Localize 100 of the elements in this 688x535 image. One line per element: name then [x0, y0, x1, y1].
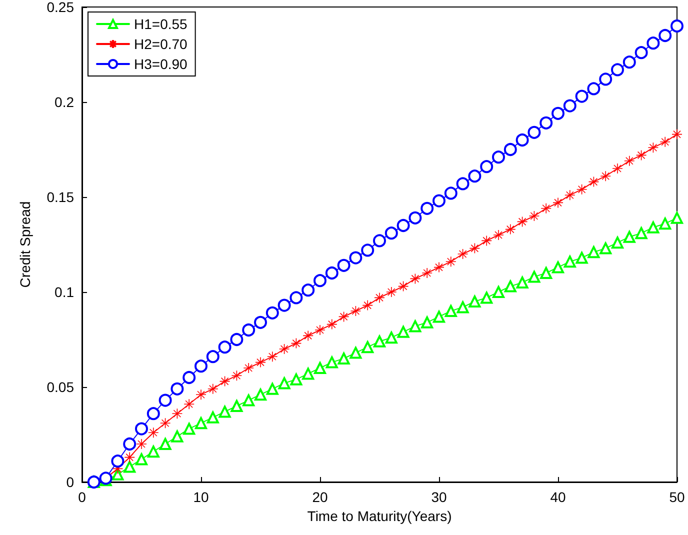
point [218, 340, 232, 354]
point [218, 406, 231, 418]
point [434, 262, 444, 273]
point [302, 368, 314, 380]
legend-label: H3=0.90 [134, 56, 188, 72]
point [576, 184, 588, 195]
point [646, 36, 660, 50]
point [481, 235, 492, 246]
point [326, 356, 338, 368]
x-tick-label: 20 [312, 489, 328, 505]
legend-label: H1=0.55 [134, 16, 188, 32]
point [195, 417, 207, 430]
point [194, 360, 208, 373]
x-tick-label: 50 [669, 489, 685, 505]
point [410, 273, 421, 284]
point [172, 408, 183, 419]
point [492, 150, 505, 164]
x-tick-label: 40 [550, 489, 566, 505]
point [384, 226, 398, 240]
point [635, 227, 648, 240]
point [660, 136, 670, 148]
point [374, 292, 385, 304]
y-tick-label: 0.25 [46, 0, 74, 15]
y-tick-label: 0.15 [46, 189, 74, 205]
point [623, 230, 636, 243]
point [278, 298, 291, 312]
point [230, 333, 244, 346]
point [123, 438, 136, 450]
point [670, 20, 684, 32]
point [170, 382, 184, 396]
point [409, 320, 422, 332]
point [206, 350, 220, 364]
point [135, 422, 148, 436]
point [552, 197, 564, 208]
y-axis-title: Credit Spread [17, 201, 33, 288]
point [576, 252, 588, 264]
point [171, 430, 184, 442]
point [492, 286, 504, 298]
point [588, 176, 600, 188]
point [290, 373, 302, 386]
point [184, 398, 194, 410]
point [206, 411, 219, 424]
point [420, 202, 434, 215]
point [599, 72, 612, 86]
point [528, 210, 540, 222]
x-tick-label: 0 [78, 489, 86, 505]
point [350, 306, 362, 316]
point [111, 454, 124, 468]
point [636, 150, 647, 161]
point [444, 305, 457, 317]
point [456, 301, 469, 314]
point [278, 377, 290, 390]
point [421, 316, 434, 328]
x-tick-label: 10 [193, 489, 209, 505]
point [540, 116, 553, 130]
point [350, 346, 362, 359]
point [433, 310, 445, 323]
y-tick-label: 0 [66, 474, 74, 490]
point [160, 418, 171, 428]
point [231, 370, 242, 381]
point [373, 234, 386, 248]
point [671, 212, 683, 224]
point [516, 134, 529, 146]
point [516, 216, 528, 228]
point [314, 324, 326, 336]
point [242, 394, 255, 406]
point [588, 246, 600, 258]
point [243, 362, 254, 374]
point [432, 194, 446, 208]
point [659, 218, 672, 230]
x-tick-label: 30 [431, 489, 447, 505]
point [254, 316, 267, 329]
point [136, 453, 148, 466]
point [446, 256, 456, 267]
point [362, 341, 374, 354]
point [266, 382, 278, 395]
point [267, 351, 278, 362]
point [124, 452, 135, 463]
point [136, 438, 147, 450]
point [540, 267, 552, 279]
point [480, 160, 494, 174]
point [290, 338, 302, 349]
point [624, 156, 635, 166]
point [528, 126, 541, 139]
point [504, 280, 516, 292]
point [266, 306, 279, 320]
point [325, 266, 338, 280]
legend-label: H2=0.70 [134, 36, 188, 52]
point [587, 82, 600, 96]
point [385, 332, 398, 344]
point [612, 163, 623, 174]
point [552, 261, 564, 274]
point [456, 177, 470, 190]
point [230, 400, 243, 412]
point [159, 438, 172, 450]
point [242, 324, 256, 336]
point [622, 56, 636, 69]
point [398, 280, 409, 292]
point [564, 256, 576, 268]
point [658, 29, 672, 42]
